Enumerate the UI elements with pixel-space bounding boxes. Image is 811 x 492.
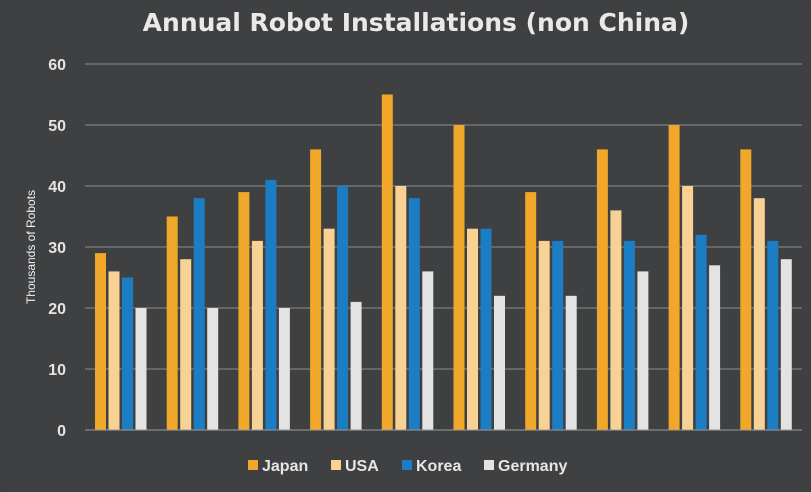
gridlines — [85, 63, 802, 370]
bar-usa — [108, 271, 120, 430]
bar-japan — [668, 125, 680, 430]
legend: Japan USA Korea Germany — [248, 458, 567, 475]
bar-japan — [166, 216, 178, 430]
bar-korea — [265, 179, 277, 430]
y-tick-label: 10 — [48, 362, 66, 379]
bar-germany — [637, 271, 649, 430]
y-tick-label: 20 — [48, 301, 66, 318]
bars — [95, 94, 792, 430]
legend-label: USA — [345, 458, 379, 475]
bar-usa — [395, 186, 407, 430]
chart-title: Annual Robot Installations (non China) — [143, 8, 690, 37]
bar-germany — [135, 308, 147, 430]
bar-japan — [310, 149, 322, 430]
bar-germany — [494, 295, 505, 430]
bar-japan — [381, 94, 393, 430]
bar-japan — [95, 253, 106, 430]
legend-swatch — [248, 460, 258, 470]
bar-usa — [538, 240, 550, 430]
y-tick-labels: 0 10 20 30 40 50 60 — [48, 57, 66, 440]
bar-usa — [682, 186, 694, 430]
legend-swatch — [402, 460, 412, 470]
bar-usa — [323, 228, 335, 430]
bar-korea — [623, 240, 635, 430]
bar-japan — [453, 125, 465, 430]
legend-label: Japan — [262, 458, 308, 475]
bar-japan — [740, 149, 752, 430]
bar-germany — [780, 259, 792, 430]
bar-korea — [480, 228, 492, 430]
bar-korea — [695, 234, 707, 430]
bar-japan — [596, 149, 608, 430]
bar-germany — [709, 265, 721, 430]
y-tick-label: 40 — [48, 179, 66, 196]
bar-germany — [422, 271, 434, 430]
bar-japan — [525, 192, 537, 430]
bar-usa — [251, 240, 263, 430]
bar-germany — [350, 301, 362, 430]
bar-usa — [180, 259, 192, 430]
bar-korea — [193, 198, 205, 430]
bar-korea — [408, 198, 420, 430]
bar-japan — [238, 192, 250, 430]
legend-swatch — [331, 460, 341, 470]
legend-label: Korea — [416, 458, 461, 475]
y-axis-label: Thousands of Robots — [24, 190, 38, 304]
bar-germany — [207, 308, 219, 430]
y-tick-label: 30 — [48, 240, 66, 257]
bar-germany — [278, 308, 290, 430]
bar-usa — [753, 198, 765, 430]
bar-germany — [565, 295, 577, 430]
bar-usa — [467, 228, 478, 430]
legend-label: Germany — [498, 458, 567, 475]
bar-korea — [552, 240, 564, 430]
bar-korea — [767, 240, 779, 430]
bar-korea — [337, 186, 349, 430]
y-tick-label: 50 — [48, 118, 66, 135]
y-tick-label: 0 — [57, 423, 66, 440]
bar-usa — [610, 210, 622, 430]
bar-korea — [122, 277, 133, 430]
legend-swatch — [484, 460, 494, 470]
y-tick-label: 60 — [48, 57, 66, 74]
